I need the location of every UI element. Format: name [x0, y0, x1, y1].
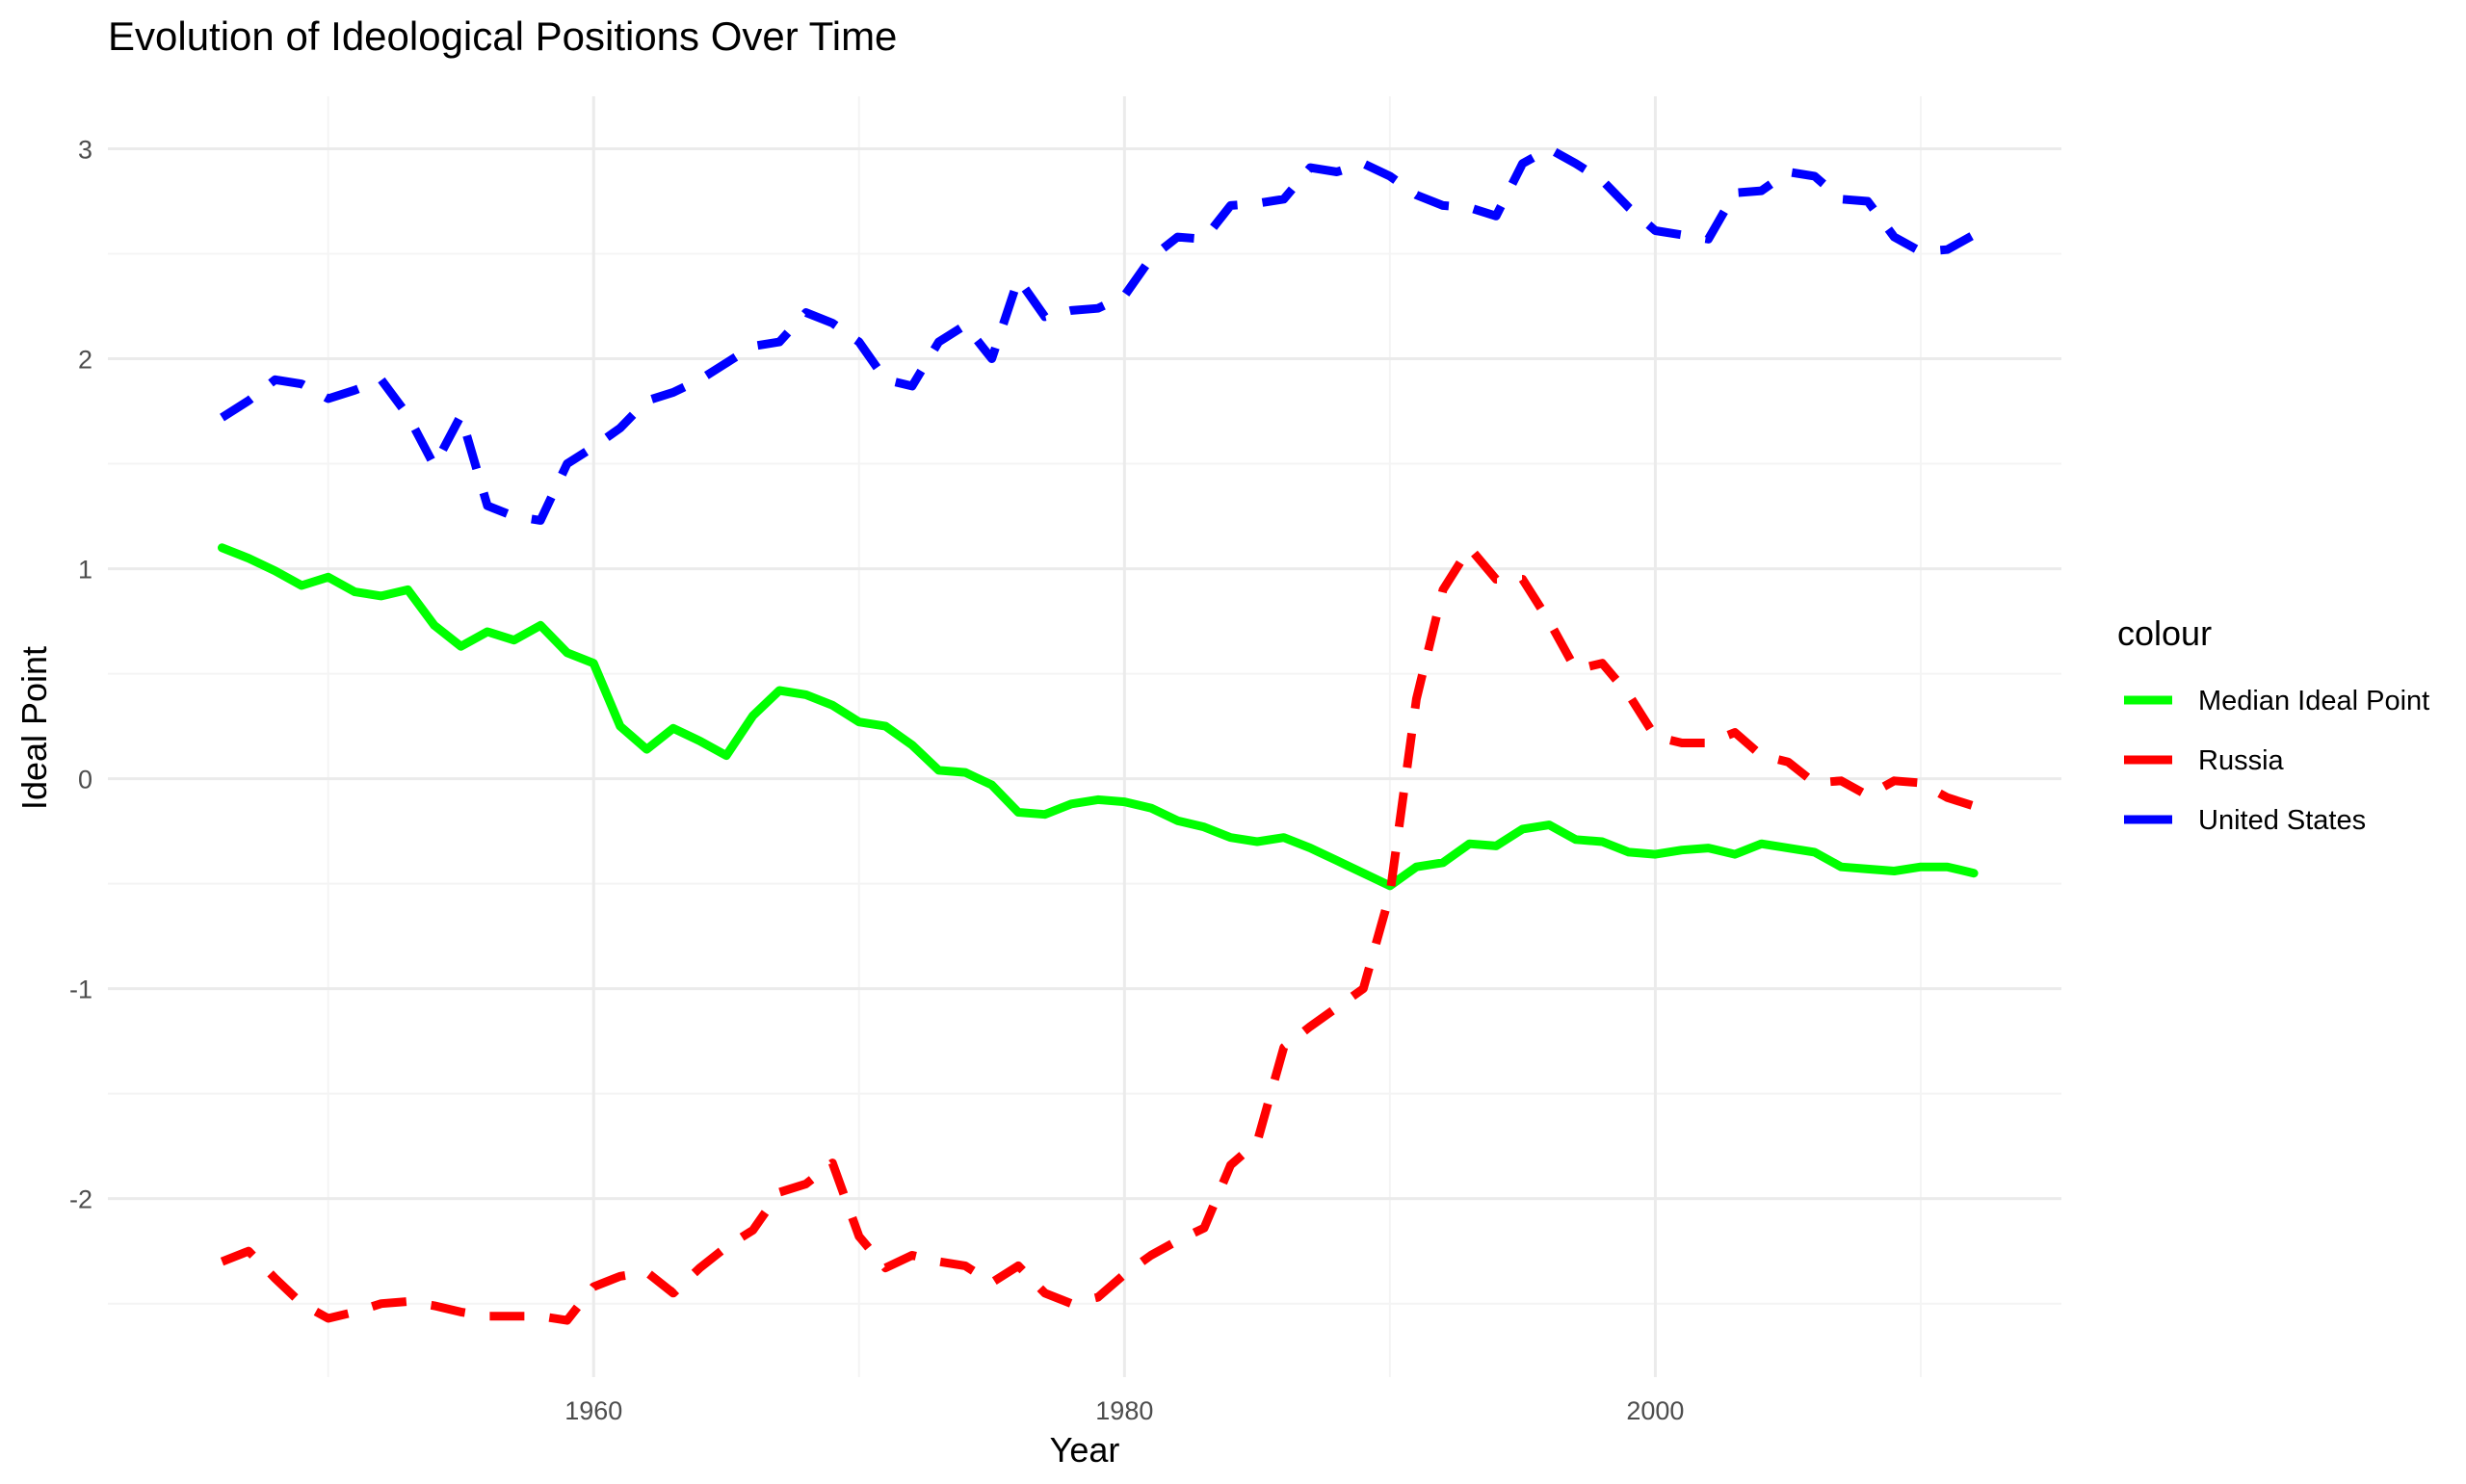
x-axis-title: Year: [1050, 1430, 1120, 1470]
series-line-united-states: [220, 144, 1977, 525]
grid-layer: [108, 96, 2061, 1377]
x-tick-label: 2000: [1626, 1396, 1684, 1425]
x-tick-label: 1980: [1095, 1396, 1153, 1425]
y-tick-label: -2: [69, 1185, 92, 1214]
legend: colour Median Ideal Point Russia United St…: [2117, 613, 2429, 836]
y-tick-label: 1: [78, 556, 92, 585]
y-tick-label: 0: [78, 766, 92, 794]
legend-label-united-states: United States: [2198, 805, 2366, 836]
y-tick-label: 3: [78, 136, 92, 165]
legend-title: colour: [2117, 613, 2212, 653]
series-line-median-ideal-point: [218, 543, 1979, 891]
y-tick-label: -1: [69, 976, 92, 1004]
series-line-russia: [220, 543, 1976, 1325]
y-tick-label: 2: [78, 346, 92, 375]
series-layer: [218, 144, 1979, 1325]
y-axis-title: Ideal Point: [14, 646, 54, 810]
legend-label-median-ideal-point: Median Ideal Point: [2198, 686, 2429, 716]
chart-title: Evolution of Ideological Positions Over …: [108, 13, 897, 59]
legend-items: Median Ideal Point Russia United States: [2124, 686, 2429, 836]
legend-label-russia: Russia: [2198, 745, 2285, 776]
axis-layer: 1960 1980 2000 3 2 1 0 -1 -2: [69, 136, 1684, 1425]
x-tick-label: 1960: [564, 1396, 622, 1425]
